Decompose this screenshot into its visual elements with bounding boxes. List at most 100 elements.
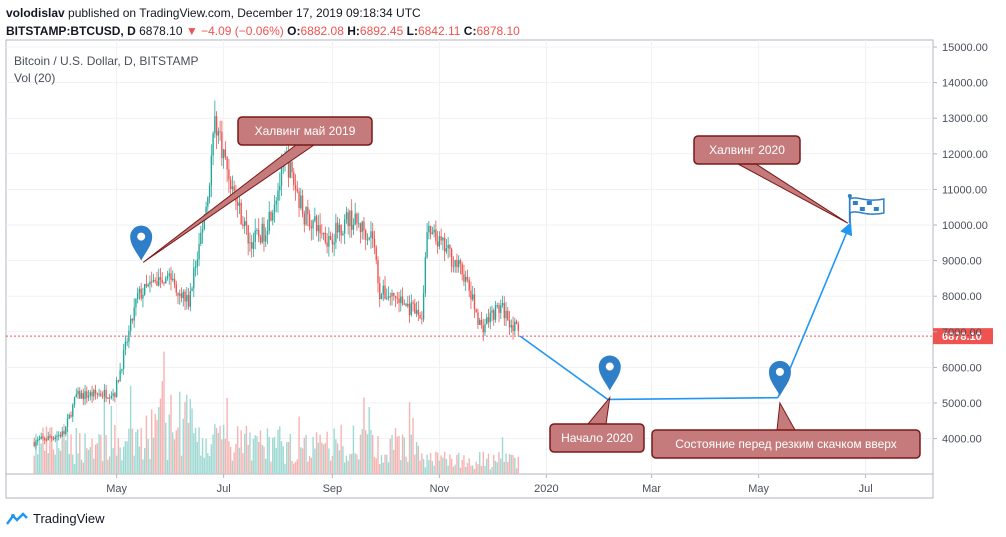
- candle-body: [298, 191, 300, 209]
- volume-bar: [468, 458, 470, 474]
- volume-bar: [517, 456, 520, 474]
- candle-body: [265, 235, 267, 242]
- volume-bar: [384, 454, 386, 474]
- candle-body: [354, 213, 356, 225]
- volume-bar: [250, 460, 253, 474]
- volume-bar: [487, 453, 490, 474]
- volume-bar: [491, 467, 493, 474]
- volume-bar: [422, 459, 425, 474]
- candle-body: [240, 202, 242, 225]
- volume-bar: [165, 422, 167, 474]
- volume-bar: [66, 428, 69, 474]
- price-axis[interactable]: 15000.00 14000.00 13000.00 12000.00 11000.00…: [933, 42, 988, 446]
- volume-bar: [280, 441, 283, 474]
- price-tick-label: 15000.00: [942, 42, 988, 54]
- tradingview-logo-icon: [6, 511, 28, 525]
- candle-body: [259, 236, 262, 243]
- volume-bar: [294, 461, 297, 474]
- candle-body: [363, 221, 365, 231]
- volume-bar: [198, 427, 200, 474]
- candle-body: [149, 281, 151, 285]
- candle-body: [365, 230, 367, 240]
- volume-bar: [510, 454, 512, 474]
- candle-body: [168, 273, 170, 277]
- volume-bar: [424, 467, 427, 474]
- volume-bar: [486, 458, 488, 474]
- volume-bar: [440, 455, 442, 474]
- candle-body: [122, 349, 125, 369]
- low-value: 6842.11: [417, 24, 461, 38]
- candle-body: [489, 312, 491, 323]
- volume-bar: [408, 402, 411, 474]
- candle-body: [429, 225, 432, 235]
- candle-body: [438, 236, 441, 247]
- candle-body: [268, 211, 270, 231]
- volume-bar: [349, 454, 351, 474]
- callout-text: Халвинг май 2019: [255, 124, 356, 138]
- candle-body: [87, 395, 90, 398]
- volume-bar: [166, 460, 169, 474]
- candle-body: [503, 303, 505, 319]
- volume-bar: [324, 442, 327, 474]
- candle-body: [68, 414, 70, 419]
- volume-bar: [435, 451, 437, 474]
- callout-tail: [586, 395, 611, 425]
- map-pin-hole: [137, 232, 146, 241]
- callout-tail: [737, 163, 849, 224]
- candle-body: [312, 220, 314, 229]
- volume-bar: [289, 433, 291, 474]
- candle-body: [233, 186, 235, 191]
- callout-box: [693, 135, 801, 165]
- candle-body: [317, 225, 320, 232]
- candle-body: [115, 380, 118, 397]
- volume-bar: [175, 430, 177, 474]
- last-price-badge: [933, 328, 993, 345]
- volume-bar: [263, 446, 265, 474]
- candle-body: [447, 244, 449, 249]
- candle-body: [421, 318, 423, 320]
- candle-body: [47, 436, 49, 441]
- candle-body: [461, 263, 463, 275]
- volume-bar: [51, 427, 53, 474]
- candle-body: [308, 214, 311, 227]
- candle-body: [415, 309, 418, 314]
- volume-bar: [82, 462, 84, 474]
- price-tick-label: 14000.00: [942, 78, 988, 90]
- volume-bar: [136, 429, 139, 474]
- volume-bar: [61, 431, 63, 474]
- candle-body: [59, 434, 62, 437]
- candle-body: [256, 229, 258, 231]
- volume-bar: [168, 414, 170, 474]
- volume-bar: [201, 438, 204, 474]
- candle-body: [287, 154, 290, 178]
- volume-bar: [361, 429, 363, 474]
- volume-bar: [158, 407, 160, 474]
- candle-body: [426, 232, 428, 258]
- callout-text: Начало 2020: [561, 431, 633, 445]
- volume-bar: [219, 425, 221, 474]
- volume-bar: [268, 436, 270, 474]
- candle-body: [117, 380, 120, 382]
- tradingview-logo[interactable]: TradingView: [6, 511, 105, 526]
- candle-body: [375, 247, 377, 261]
- volume-bar: [498, 451, 500, 474]
- volume-bar: [443, 451, 446, 474]
- volume-bar: [365, 430, 367, 474]
- candle-body: [54, 437, 56, 440]
- candle-body: [510, 325, 512, 328]
- volume-bar: [308, 455, 311, 474]
- candle-body: [96, 393, 99, 395]
- volume-bar: [454, 464, 456, 474]
- volume-bar: [235, 443, 237, 474]
- volume-bar: [321, 442, 323, 474]
- time-axis[interactable]: May Jul Sep Nov 2020 Mar May Jul: [106, 474, 873, 495]
- volume-bar: [357, 459, 360, 474]
- author-name[interactable]: volodislav: [6, 6, 65, 20]
- candle-body: [361, 221, 363, 232]
- map-pin-icon: [768, 360, 791, 396]
- volume-bar: [457, 452, 460, 474]
- candle-body: [119, 370, 121, 382]
- candle-body: [177, 292, 179, 296]
- candle-body: [52, 438, 55, 440]
